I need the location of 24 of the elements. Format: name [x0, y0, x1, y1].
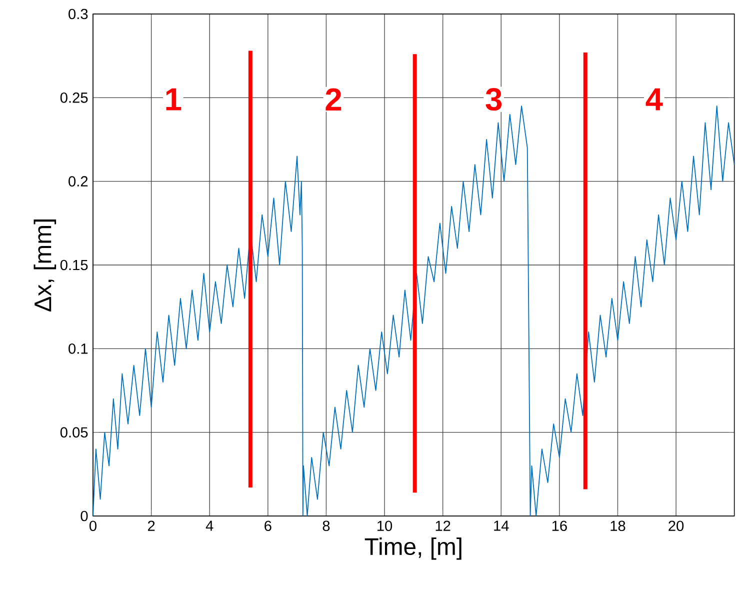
- x-tick-label: 10: [377, 520, 392, 532]
- x-tick-label: 6: [264, 520, 272, 532]
- y-tick-label: 0.25: [60, 92, 88, 103]
- annotation: 3: [486, 88, 502, 111]
- y-tick-label: 0.1: [68, 344, 88, 354]
- x-tick-label: 16: [552, 520, 567, 532]
- x-tick-label: 0: [90, 520, 96, 532]
- y-tick-label: 0.05: [60, 427, 88, 438]
- x-tick-label: 20: [668, 520, 684, 532]
- x-tick-label: 18: [610, 520, 626, 532]
- y-tick-label: 0.2: [68, 176, 88, 187]
- y-tick-label: 0.3: [68, 8, 88, 20]
- annotation: 2: [326, 88, 342, 110]
- annotation: 1: [166, 88, 182, 110]
- y-tick-label: 0.15: [60, 260, 88, 270]
- x-tick-label: 8: [322, 520, 330, 532]
- y-axis-title: Δx, [mm]: [34, 220, 56, 312]
- annotation: 4: [646, 88, 663, 110]
- y-tick-label: 0: [80, 510, 88, 522]
- x-axis-title: Time, [m]: [364, 537, 462, 560]
- x-tick-label: 14: [494, 520, 509, 531]
- x-tick-label: 12: [436, 520, 450, 531]
- x-tick-label: 2: [148, 520, 155, 531]
- x-tick-label: 4: [206, 520, 214, 531]
